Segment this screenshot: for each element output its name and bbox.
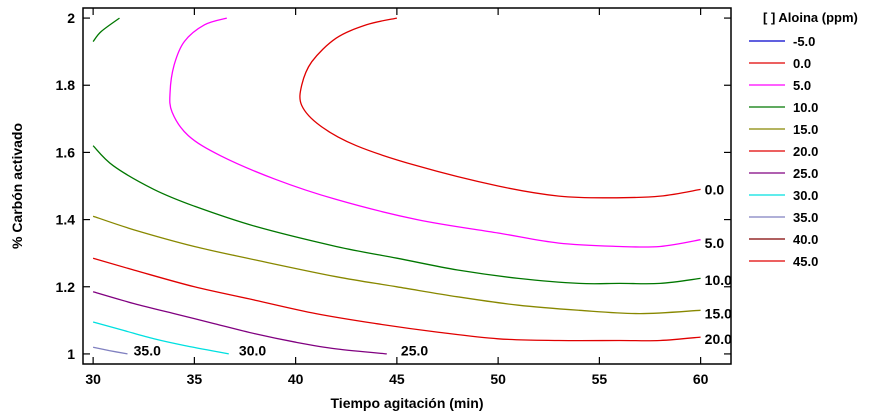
x-tick-label: 40 bbox=[288, 371, 304, 387]
contour-label: 5.0 bbox=[705, 235, 725, 251]
y-tick-label: 1.8 bbox=[56, 77, 76, 93]
contour-lines bbox=[93, 18, 701, 354]
contour-label: 35.0 bbox=[134, 343, 161, 359]
contour-line bbox=[93, 18, 119, 41]
x-tick-label: 55 bbox=[592, 371, 608, 387]
legend-item-label: -5.0 bbox=[793, 34, 815, 49]
y-tick-label: 1.6 bbox=[56, 144, 76, 160]
legend-item-label: 15.0 bbox=[793, 122, 818, 137]
contour-label: 15.0 bbox=[705, 306, 732, 322]
legend-item-label: 25.0 bbox=[793, 166, 818, 181]
contour-line bbox=[93, 322, 229, 354]
contour-line bbox=[170, 18, 701, 247]
x-tick-label: 50 bbox=[490, 371, 506, 387]
x-tick-label: 60 bbox=[693, 371, 709, 387]
x-tick-label: 30 bbox=[85, 371, 101, 387]
legend-title: [ ] Aloina (ppm) bbox=[763, 10, 858, 25]
x-tick-label: 35 bbox=[187, 371, 203, 387]
contour-line bbox=[93, 258, 701, 341]
x-tick-label: 45 bbox=[389, 371, 405, 387]
legend-item-label: 35.0 bbox=[793, 210, 818, 225]
contour-line bbox=[93, 347, 127, 354]
contour-label: 10.0 bbox=[705, 272, 732, 288]
legend-item-label: 10.0 bbox=[793, 100, 818, 115]
legend-item-label: 40.0 bbox=[793, 232, 818, 247]
y-tick-label: 1.2 bbox=[56, 279, 76, 295]
contour-line bbox=[93, 216, 701, 313]
legend-item-label: 20.0 bbox=[793, 144, 818, 159]
legend-item-label: 45.0 bbox=[793, 254, 818, 269]
y-tick-label: 2 bbox=[67, 10, 75, 26]
legend: [ ] Aloina (ppm) -5.0 0.0 5.0 10.0 15.0 20.0 2… bbox=[749, 10, 858, 269]
contour-label: 20.0 bbox=[705, 331, 732, 347]
x-axis-title: Tiempo agitación (min) bbox=[331, 395, 484, 411]
y-axis-title: % Carbón activado bbox=[9, 123, 25, 249]
contour-line bbox=[300, 18, 701, 198]
legend-item-label: 30.0 bbox=[793, 188, 818, 203]
legend-item-label: 5.0 bbox=[793, 78, 811, 93]
y-tick-label: 1.4 bbox=[56, 212, 76, 228]
legend-item-label: 0.0 bbox=[793, 56, 811, 71]
plot-area bbox=[83, 8, 731, 364]
contour-label: 25.0 bbox=[401, 343, 428, 359]
y-tick-label: 1 bbox=[67, 346, 75, 362]
contour-label: 0.0 bbox=[705, 181, 725, 197]
contour-label: 30.0 bbox=[239, 343, 266, 359]
